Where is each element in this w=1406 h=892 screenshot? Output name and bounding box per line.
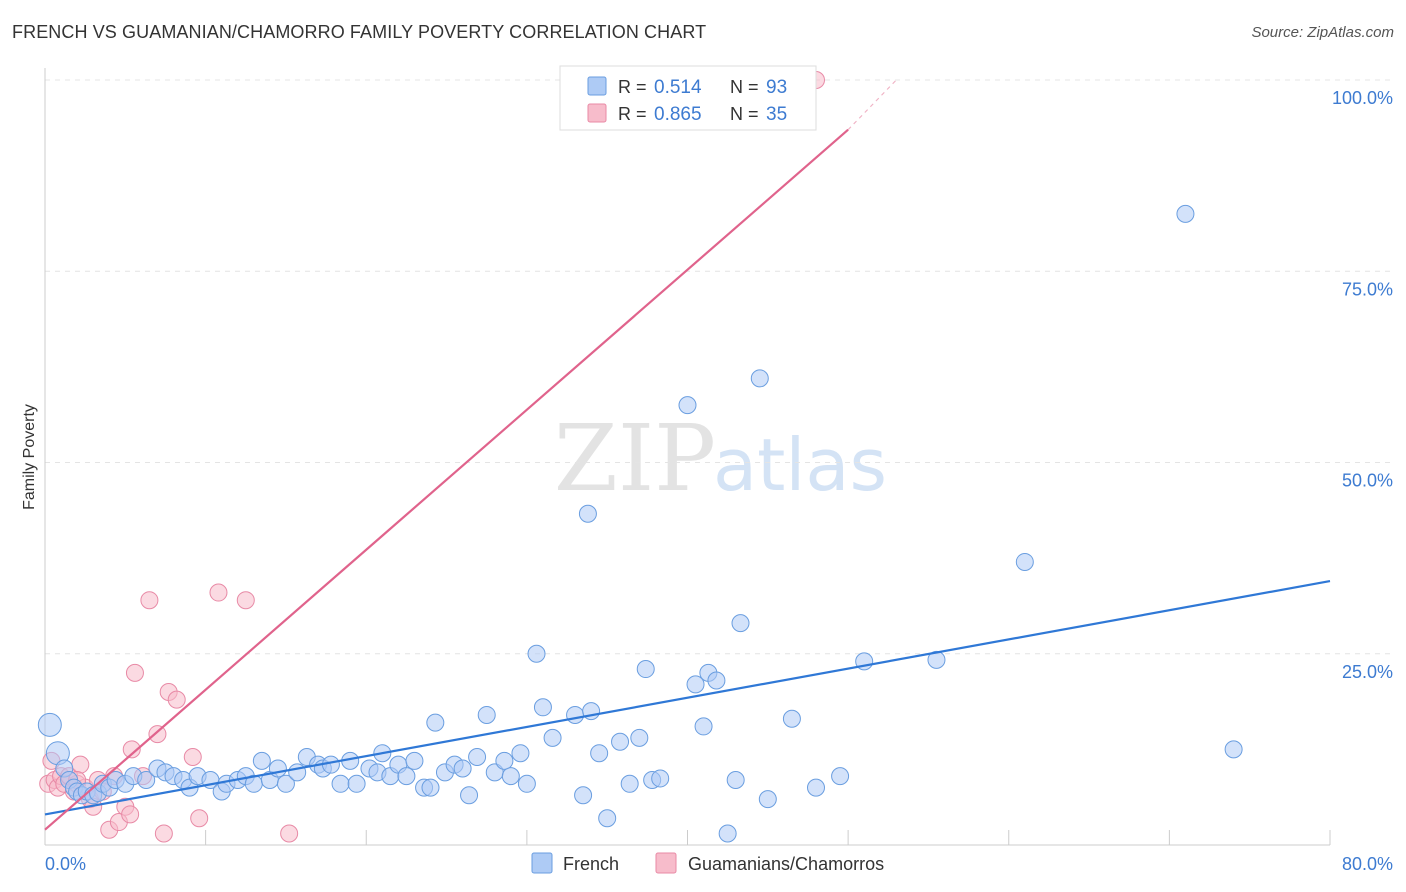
french-point [397,767,416,786]
french-point [276,774,295,793]
french-point [758,790,777,809]
french-point [421,778,440,797]
y-tick-labels: 25.0% 50.0% 75.0% 100.0% [1332,88,1393,682]
french-trend-line [44,579,1331,816]
guamanian-point [280,824,299,843]
french-point [578,504,597,523]
french-point [288,763,307,782]
french-point [707,671,726,690]
french-point [495,751,514,770]
legend-bottom-swatch-french [531,852,553,874]
french-point [927,650,946,669]
legend-top-swatch-blue [587,76,607,96]
french-point [590,744,609,763]
legend-top-n-label-1: N = [730,77,759,97]
y-axis-label: Family Poverty [21,404,38,510]
french-point [1015,552,1034,571]
legend-top-r-label-2: R = [618,104,647,124]
french-point [511,744,530,763]
guamanian-point [167,690,186,709]
legend-bottom: French Guamanians/Chamorros [531,852,884,874]
french-point [252,751,271,770]
watermark-atlas: atlas [713,423,887,507]
y-tick-label: 25.0% [1342,662,1393,682]
watermark-zip: ZIP [554,405,716,512]
french-point [468,748,487,767]
french-point [426,713,445,732]
french-point [331,774,350,793]
french-point [750,369,769,388]
legend-top-swatch-pink [587,103,607,123]
legend-bottom-label-french: French [563,854,619,874]
french-point [598,809,617,828]
guamanian-point [148,725,167,744]
y-tick-label: 100.0% [1332,88,1393,108]
french-point [527,644,546,663]
x-tick-label: 80.0% [1342,854,1393,874]
legend-top: R = 0.514 N = 93 R = 0.865 N = 35 [559,65,817,131]
guamanian-point [125,663,144,682]
french-point [611,732,630,751]
french-point [543,728,562,747]
y-tick-label: 75.0% [1342,279,1393,299]
french-point [620,774,639,793]
guamanian-point [209,583,228,602]
x-tick-labels: 0.0% 80.0% [45,854,1393,874]
french-point [831,767,850,786]
french-point [37,712,62,737]
french-point [630,728,649,747]
guamanian-point [140,591,159,610]
french-points [37,204,1243,843]
guamanian-trend-line [44,128,849,831]
legend-bottom-label-guamanian: Guamanians/Chamorros [688,854,884,874]
legend-top-r-label-1: R = [618,77,647,97]
french-point [533,698,552,717]
legend-top-r-value-2: 0.865 [654,104,702,125]
chart-title: FRENCH VS GUAMANIAN/CHAMORRO FAMILY POVE… [12,22,707,42]
french-point [405,751,424,770]
french-point [517,774,536,793]
french-point [501,767,520,786]
guamanian-trend-extension [847,79,897,131]
french-point [678,396,697,415]
legend-bottom-swatch-guamanian [655,852,677,874]
legend-top-n-label-2: N = [730,104,759,124]
french-point [694,717,713,736]
guamanian-point [122,740,141,759]
french-point [718,824,737,843]
x-tick-label: 0.0% [45,854,86,874]
french-point [1176,204,1195,223]
legend-top-n-value-2: 35 [766,104,787,125]
french-point [1224,740,1243,759]
french-point [477,705,496,724]
guamanian-point [190,809,209,828]
french-point [636,660,655,679]
x-ticks [205,830,1331,845]
french-point [726,770,745,789]
french-point [731,614,750,633]
legend-top-n-value-1: 93 [766,77,787,98]
guamanian-point [183,748,202,767]
gridlines [45,79,1395,655]
y-tick-label: 50.0% [1342,471,1393,491]
guamanian-point [121,805,140,824]
trend-lines [44,79,1331,831]
french-point [137,770,156,789]
french-point [807,778,825,797]
source-label: Source: ZipAtlas.com [1251,24,1394,41]
french-point [460,786,479,805]
french-point [347,774,366,793]
french-point [268,759,287,778]
french-point [453,759,472,778]
french-point [651,769,670,788]
guamanian-point [71,755,90,774]
french-point [574,786,593,805]
french-point [686,675,705,694]
guamanian-point [154,824,173,843]
french-point [782,709,801,728]
legend-top-r-value-1: 0.514 [654,77,702,98]
guamanian-point [236,591,255,610]
french-point [566,705,585,724]
